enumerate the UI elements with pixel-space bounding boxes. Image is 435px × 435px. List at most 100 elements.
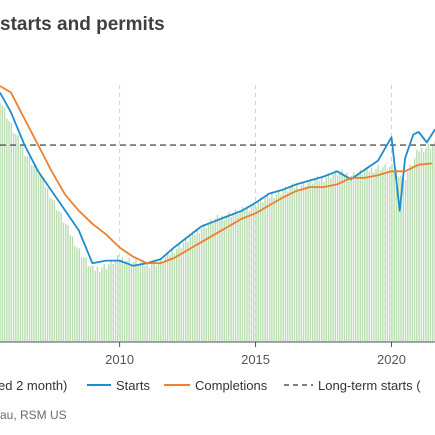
bar — [33, 165, 35, 342]
bar — [189, 236, 192, 342]
bar — [166, 251, 169, 342]
bar — [126, 260, 128, 342]
bar — [321, 176, 323, 342]
bar — [284, 186, 287, 342]
bar — [411, 165, 414, 342]
bar — [31, 165, 33, 342]
bar — [318, 180, 321, 342]
bar — [180, 247, 182, 342]
bar — [384, 164, 386, 342]
bar — [3, 107, 6, 343]
bar — [19, 145, 22, 342]
bar — [425, 147, 427, 342]
bar — [393, 171, 395, 342]
bar — [246, 206, 248, 342]
bar — [74, 246, 76, 342]
bar — [264, 197, 266, 342]
bar — [65, 223, 67, 342]
bar — [404, 180, 407, 342]
bar — [275, 194, 278, 342]
bar — [336, 175, 339, 342]
bar — [185, 237, 187, 342]
bar — [223, 220, 225, 342]
bar — [323, 181, 325, 342]
bar — [359, 169, 361, 342]
bar — [232, 213, 235, 342]
bar — [123, 263, 126, 342]
bar — [17, 135, 19, 342]
bar — [330, 178, 332, 342]
bar — [420, 147, 423, 342]
bar — [160, 258, 162, 342]
bar — [164, 256, 167, 342]
bar — [117, 255, 119, 342]
bar — [35, 165, 37, 342]
bar — [334, 170, 337, 342]
source-note: au, RSM US — [0, 408, 67, 422]
bar — [348, 178, 350, 342]
bar — [291, 183, 293, 342]
bar — [282, 190, 284, 342]
bar — [370, 167, 373, 342]
legend: ed 2 month) Starts Completions Long-term… — [0, 378, 421, 393]
bar — [40, 175, 42, 342]
bar — [298, 188, 300, 342]
bar — [314, 179, 316, 342]
chart-title: starts and permits — [0, 14, 165, 35]
bar — [268, 197, 271, 342]
bar — [1, 105, 3, 342]
bar — [248, 211, 250, 342]
bar — [386, 169, 389, 342]
bar — [343, 175, 346, 342]
bar — [58, 211, 60, 342]
bar — [169, 255, 171, 342]
bar — [395, 169, 398, 342]
bar — [273, 198, 275, 342]
bar — [114, 259, 117, 342]
bar — [0, 103, 1, 342]
bar — [6, 118, 8, 342]
bar — [67, 225, 69, 342]
bar — [391, 163, 393, 342]
bar — [237, 214, 239, 342]
bar — [280, 194, 282, 342]
series-line-starts — [0, 92, 435, 267]
bar — [92, 265, 94, 342]
bar — [157, 262, 160, 342]
bar — [69, 235, 71, 342]
bar — [350, 175, 352, 342]
bar — [413, 157, 416, 342]
bar — [234, 209, 237, 342]
bar — [277, 190, 280, 342]
bar — [151, 264, 153, 342]
bar — [191, 231, 194, 342]
bar — [289, 187, 291, 342]
bar — [382, 167, 384, 342]
bar — [228, 212, 230, 342]
bar — [137, 265, 139, 342]
bar — [375, 168, 377, 342]
bar — [53, 200, 56, 342]
bar — [309, 178, 312, 342]
bar — [262, 202, 264, 342]
bar — [266, 193, 269, 342]
bar — [221, 215, 223, 342]
bar — [416, 150, 418, 342]
bar — [377, 165, 380, 342]
legend-label-completions: Completions — [195, 378, 268, 393]
bar — [427, 143, 429, 342]
bar — [89, 266, 92, 342]
bar — [144, 265, 146, 342]
series-line-completions — [0, 85, 433, 265]
bar — [207, 223, 210, 342]
bar — [12, 132, 15, 342]
bar — [98, 271, 101, 342]
bar — [37, 174, 40, 342]
bar — [361, 174, 364, 342]
bar — [205, 228, 207, 342]
bar — [46, 188, 49, 342]
bar — [225, 216, 228, 342]
bar — [171, 250, 173, 342]
bar — [196, 229, 198, 342]
